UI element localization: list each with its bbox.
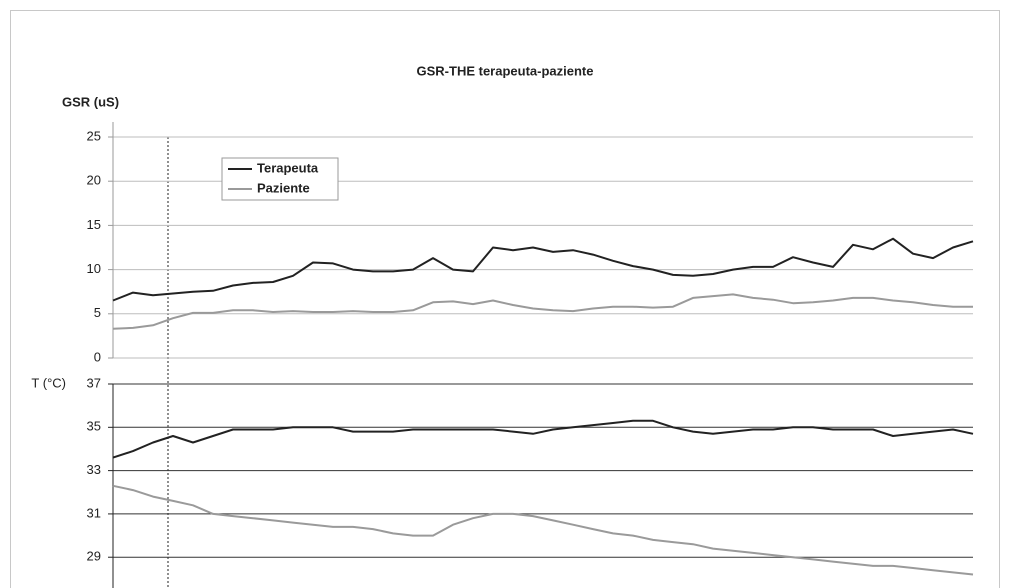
- y-tick-label: 31: [87, 505, 101, 520]
- y-tick-label: 15: [87, 217, 101, 232]
- frame: [10, 10, 1000, 588]
- y-tick-label: 35: [87, 419, 101, 434]
- y-tick-label: 5: [94, 305, 101, 320]
- y-axis-title: T (°C): [31, 375, 66, 390]
- series-line: [112, 293, 973, 330]
- y-tick-label: 25: [87, 128, 101, 143]
- legend-box: [221, 157, 339, 201]
- series-line: [112, 419, 974, 459]
- y-tick-label: 33: [87, 462, 101, 477]
- legend-label: Paziente: [257, 180, 310, 195]
- chart-title: GSR-THE terapeuta-paziente: [417, 63, 594, 78]
- y-axis-title: GSR (uS): [62, 94, 119, 109]
- y-tick-label: 0: [94, 349, 101, 364]
- y-tick-label: 29: [87, 549, 101, 564]
- y-tick-label: 37: [87, 375, 101, 390]
- y-tick-label: 20: [87, 173, 101, 188]
- series-line: [112, 484, 974, 576]
- legend-label: Terapeuta: [257, 160, 319, 175]
- y-tick-label: 10: [87, 261, 101, 276]
- series-line: [112, 237, 974, 302]
